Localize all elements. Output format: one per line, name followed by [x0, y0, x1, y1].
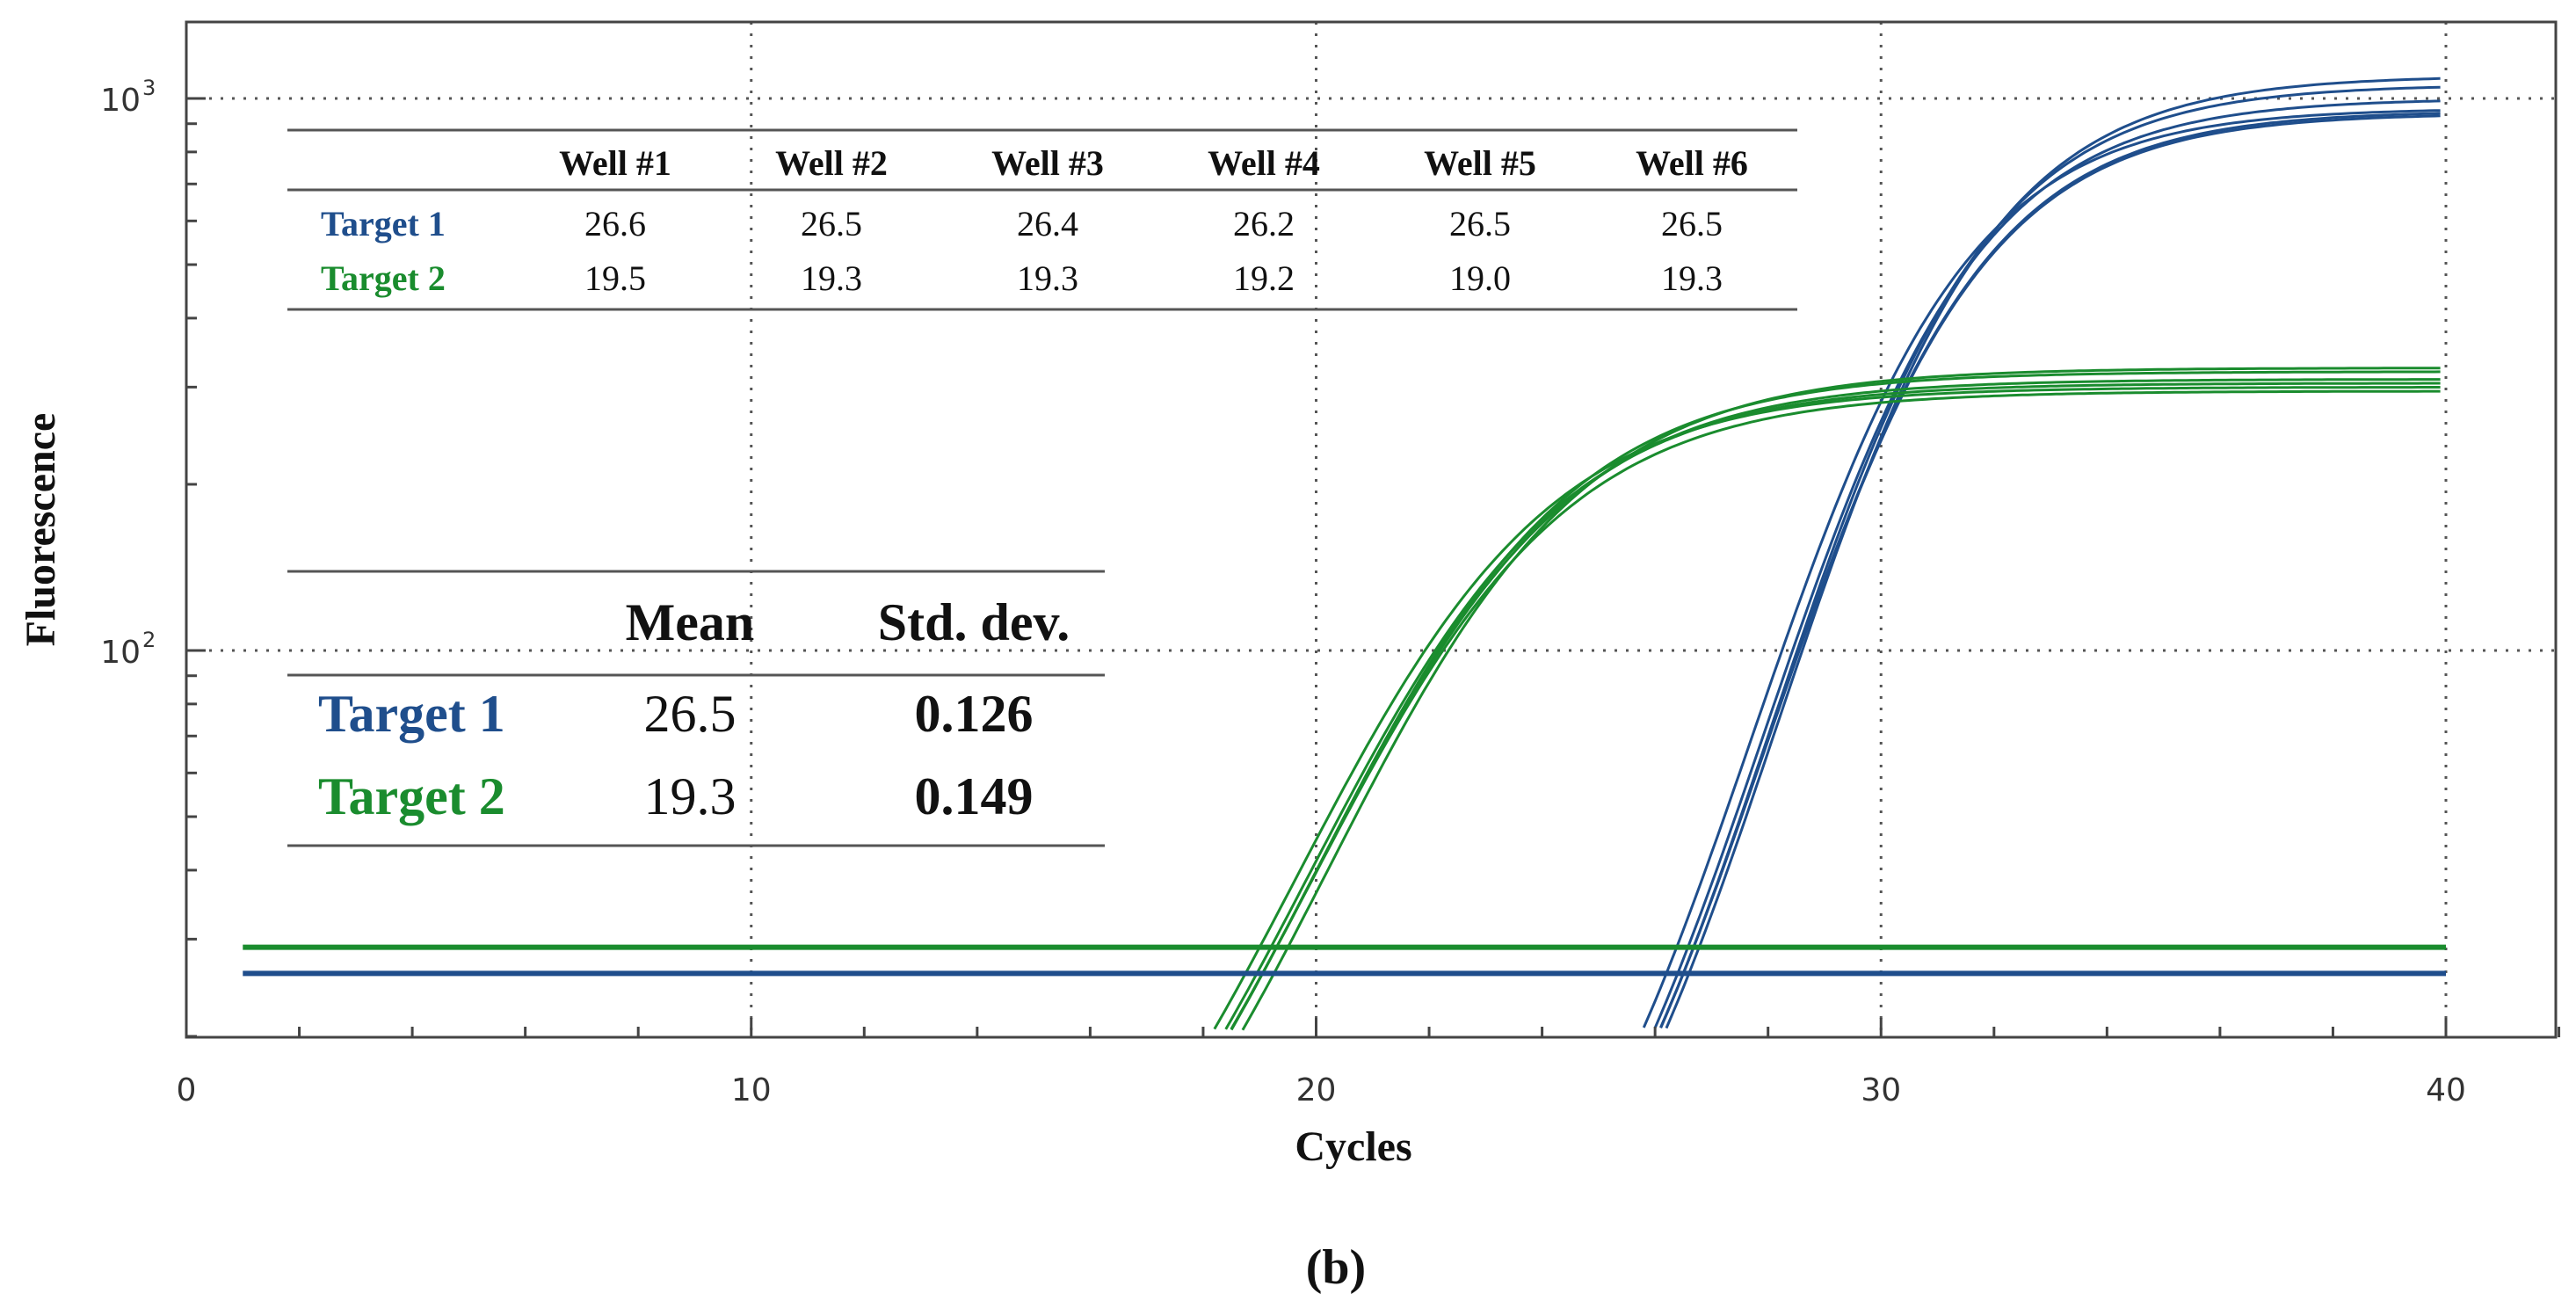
table-row-label: Target 1: [321, 204, 446, 243]
table-cell: 26.2: [1233, 204, 1295, 243]
stats-mean: 26.5: [644, 685, 737, 743]
ct-statistics-table: Mean Std. dev. Target 1 26.5 0.126 Target 2 19…: [287, 570, 1105, 847]
table-header: Well #1: [559, 143, 671, 183]
amplification-curves: [1213, 76, 2441, 1031]
stats-header: Mean: [626, 593, 755, 651]
amplification-curve: [1224, 382, 2441, 1030]
amplification-curve: [1659, 112, 2441, 1028]
grid-lines: [186, 22, 2556, 1037]
amplification-curve: [1659, 85, 2441, 1028]
threshold-lines: [243, 944, 2446, 977]
y-axis-label: Fluorescence: [18, 413, 64, 647]
table-cell: 26.6: [584, 204, 646, 243]
amplification-curve: [1659, 114, 2441, 1028]
table-cell: 19.5: [584, 258, 646, 298]
y-tick-label: 10: [100, 635, 141, 671]
table-row-label: Target 2: [321, 258, 446, 298]
table-cell: 19.3: [801, 258, 862, 298]
table-header: Well #6: [1636, 143, 1748, 183]
stats-row-label: Target 1: [318, 685, 505, 743]
table-cell: 19.2: [1233, 258, 1295, 298]
amplification-curve: [1230, 370, 2441, 1031]
table-cell: 26.5: [1661, 204, 1723, 243]
y-tick-exponent: 3: [142, 76, 156, 100]
table-header: Well #4: [1208, 143, 1320, 183]
stats-std: 0.149: [915, 767, 1034, 825]
x-tick-label: 0: [177, 1072, 197, 1108]
amplification-curve: [1642, 109, 2441, 1028]
stats-std: 0.126: [915, 685, 1034, 743]
table-cell: 26.5: [1449, 204, 1511, 243]
y-tick-exponent: 2: [142, 628, 156, 652]
x-tick-label: 30: [1861, 1072, 1901, 1108]
stats-mean: 19.3: [644, 767, 737, 825]
amplification-curve: [1230, 378, 2441, 1030]
amplification-curve: [1241, 367, 2441, 1031]
amplification-curve: [1665, 76, 2441, 1029]
plot-frame: [185, 20, 2558, 1039]
table-cell: 26.4: [1017, 204, 1078, 243]
table-cell: 19.3: [1661, 258, 1723, 298]
table-header: Well #2: [775, 143, 888, 183]
table-cell: 19.3: [1017, 258, 1078, 298]
x-tick-label: 10: [731, 1072, 772, 1108]
table-cell: 19.0: [1449, 258, 1511, 298]
x-tick-label: 20: [1296, 1072, 1337, 1108]
y-tick-label: 10: [100, 83, 141, 119]
axis-ticks: [185, 97, 2561, 1038]
table-cell: 26.5: [801, 204, 862, 243]
stats-row-label: Target 2: [318, 767, 505, 825]
x-axis-label: Cycles: [1295, 1123, 1411, 1170]
table-header: Well #3: [991, 143, 1104, 183]
amplification-curve: [1213, 386, 2441, 1030]
amplification-curve: [1230, 389, 2441, 1030]
x-tick-label: 40: [2426, 1072, 2466, 1108]
amplification-curve: [1653, 99, 2441, 1028]
figure-caption: (b): [1306, 1240, 1366, 1295]
stats-header: Std. dev.: [878, 593, 1070, 651]
table-header: Well #5: [1424, 143, 1536, 183]
well-ct-table: Well #1 Well #2 Well #3 Well #4 Well #5 Well …: [287, 128, 1797, 311]
